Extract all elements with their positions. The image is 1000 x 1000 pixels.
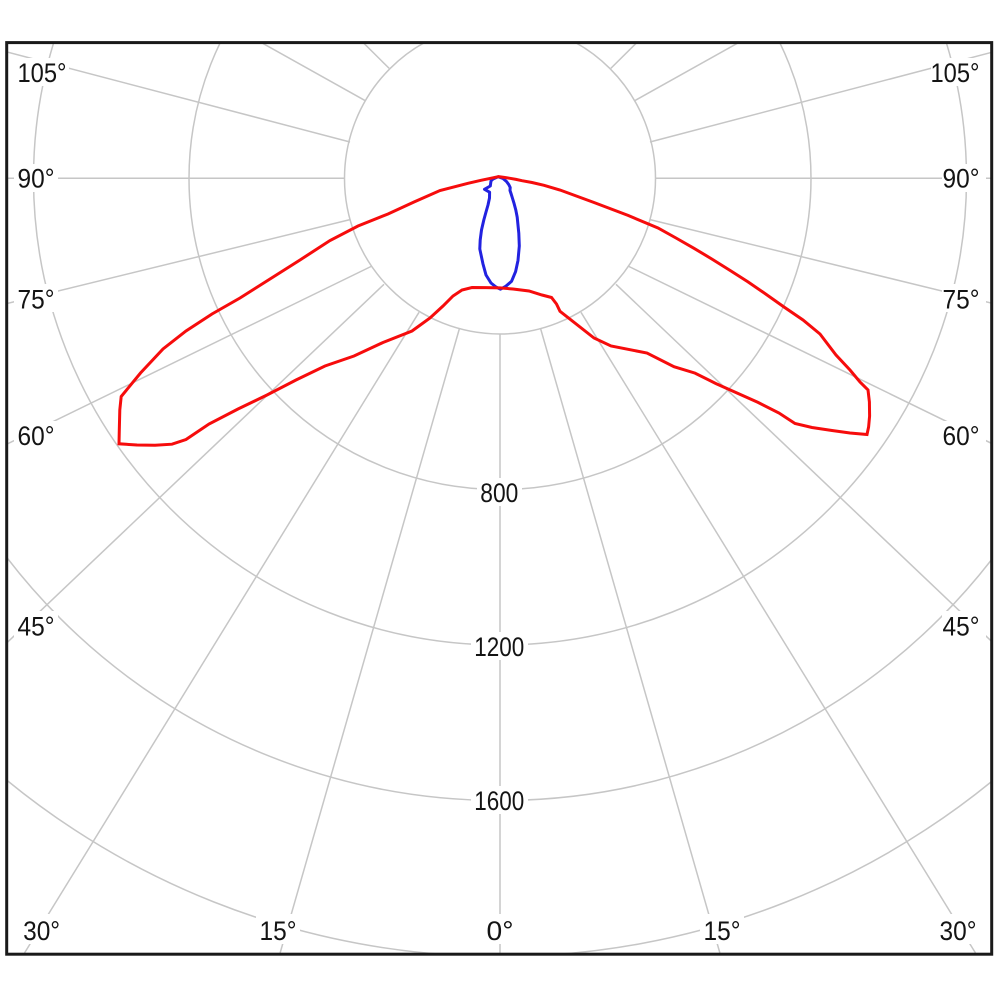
svg-text:1200: 1200 <box>474 632 524 662</box>
svg-text:75°: 75° <box>18 285 55 315</box>
svg-text:60°: 60° <box>943 421 980 451</box>
svg-text:1600: 1600 <box>474 786 524 816</box>
svg-text:105°: 105° <box>18 58 67 88</box>
svg-text:75°: 75° <box>943 285 980 315</box>
svg-text:60°: 60° <box>18 421 55 451</box>
svg-text:0°: 0° <box>487 916 514 946</box>
svg-text:105°: 105° <box>931 58 980 88</box>
svg-text:30°: 30° <box>940 916 977 946</box>
svg-text:15°: 15° <box>260 916 297 946</box>
svg-text:90°: 90° <box>943 164 980 194</box>
svg-text:45°: 45° <box>943 612 980 642</box>
svg-text:30°: 30° <box>23 916 60 946</box>
svg-text:45°: 45° <box>18 612 55 642</box>
svg-text:15°: 15° <box>704 916 741 946</box>
svg-text:90°: 90° <box>18 164 55 194</box>
svg-text:800: 800 <box>480 478 518 508</box>
